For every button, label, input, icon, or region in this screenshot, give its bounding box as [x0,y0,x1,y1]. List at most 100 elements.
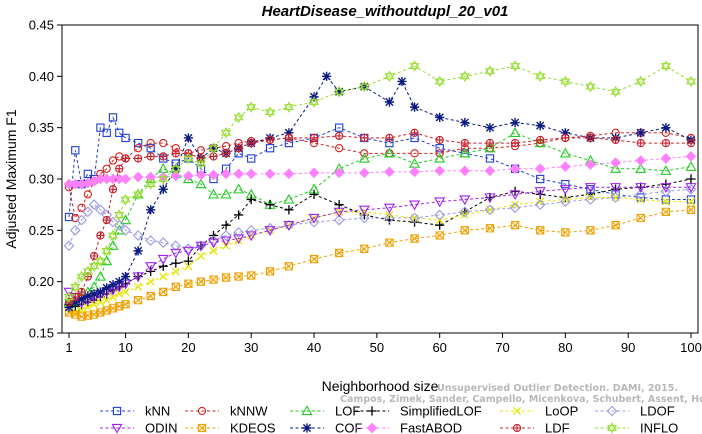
data-point-ldf [485,138,495,148]
legend-item-inflo: INFLO [595,421,678,434]
data-point-inflo [89,260,100,273]
data-point-ldf [536,135,545,145]
data-point-inflo [434,75,445,88]
data-point-cof [133,246,143,256]
data-point-fastabod [132,171,144,183]
data-point-cof [485,123,495,133]
data-point-lof [459,147,471,158]
data-point-knn [115,128,124,137]
data-point-cof [95,287,106,297]
data-point-lof [233,183,245,194]
data-point-ldof [660,185,672,197]
data-point-loop [184,262,193,271]
data-point-ldof [308,216,320,228]
x-tick-label: 10 [118,340,132,355]
data-point-lof [358,152,370,163]
data-point-lof [484,142,496,153]
data-point-loop [83,303,92,312]
series-ldf [64,128,696,307]
data-point-ldf [102,215,111,225]
data-point-inflo [107,229,119,242]
data-point-kdeos [410,234,419,243]
data-point-ldf [171,149,180,158]
data-point-ldof [559,196,571,207]
data-point-knnw [146,138,155,148]
data-point-loop [134,282,143,291]
data-point-inflo [459,70,470,83]
data-point-knn [102,128,111,137]
data-point-knn [247,154,256,163]
data-point-ldf [209,152,218,161]
y-axis-label: Adjusted Maximum F1 [3,109,19,248]
x-tick-label: 80 [558,340,572,355]
data-point-cof [334,87,344,97]
data-point-odin [635,183,647,193]
watermark-line-1: Unsupervised Outlier Detection. DAMI, 20… [437,383,678,394]
data-point-cof [409,102,420,112]
data-point-inflo [484,65,495,77]
data-point-kdeos [133,295,143,305]
data-point-knnw [102,164,111,173]
data-point-loop [460,210,469,219]
data-point-ldof [585,194,596,205]
data-point-odin [534,187,546,198]
data-point-kdeos [171,282,180,291]
data-point-cof [321,71,332,81]
data-point-knn [96,123,105,132]
legend-item-loop: LoOP [500,404,578,419]
data-point-fastabod [409,166,420,178]
chart-title: HeartDisease_withoutdupl_20_v01 [262,3,509,20]
legend-label: LDF [545,421,570,434]
legend-marker [606,405,618,417]
legend-marker [606,422,618,434]
data-point-inflo [133,188,144,201]
legend-marker [512,423,522,433]
data-point-loop [121,287,130,296]
data-point-kdeos [221,273,231,282]
data-point-loop [90,300,99,309]
data-point-ldf [96,231,105,240]
data-point-ldf [586,133,595,143]
x-axis-label: Neighborhood size [322,378,439,394]
data-point-fastabod [635,155,647,166]
data-point-knn [121,133,130,143]
data-point-ldof [509,202,521,214]
data-point-knnw [133,144,143,153]
data-point-fastabod [560,161,571,172]
legend-label: LDOF [640,404,675,419]
data-point-inflo [309,96,320,108]
x-tick-label: 30 [244,340,258,355]
data-point-odin [233,234,245,245]
data-point-ldof [245,224,257,236]
data-point-cof [560,128,570,138]
data-point-kdeos [209,275,218,284]
legend-marker [367,406,377,416]
data-point-kdeos [485,224,495,233]
data-point-kdeos [611,221,620,230]
data-point-simplifiedlof [284,205,294,215]
legend-marker [197,423,207,433]
data-point-lof [101,255,113,266]
data-point-odin [358,205,370,216]
data-point-cof [114,277,124,287]
data-point-kdeos [561,228,570,237]
data-point-fastabod [610,157,621,168]
x-tick-label: 60 [432,340,446,355]
series-inflo [63,60,697,303]
data-point-lof [220,188,232,199]
legend-label: SimplifiedLOF [400,404,482,419]
legend-label: COF [335,421,363,434]
series-line-knn [68,116,691,218]
data-point-ldof [635,189,647,200]
data-point-kdeos [360,244,369,253]
data-point-ldof [233,227,245,238]
legend-label: kNNW [230,404,268,419]
legend-item-knnw: kNNW [185,404,268,419]
data-point-knn [435,144,444,153]
data-point-odin [685,183,697,193]
data-point-odin [383,203,395,214]
data-point-ldof [484,204,496,216]
data-point-fastabod [685,151,697,162]
legend-marker [366,422,378,434]
y-tick-label: 0.45 [29,18,54,33]
